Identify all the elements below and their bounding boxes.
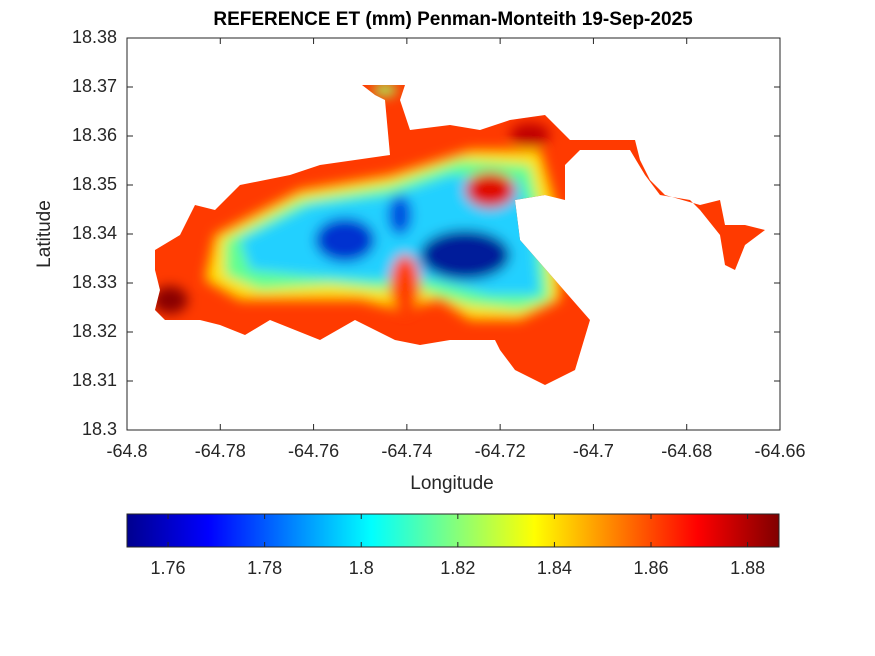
x-tick-label: -64.74 bbox=[381, 441, 432, 461]
y-tick-label: 18.32 bbox=[72, 321, 117, 341]
colorbar-tick-label: 1.88 bbox=[730, 558, 765, 578]
x-tick-label: -64.66 bbox=[754, 441, 805, 461]
colorbar-tick-label: 1.86 bbox=[633, 558, 668, 578]
colorbar-tick-label: 1.76 bbox=[151, 558, 186, 578]
x-tick-label: -64.78 bbox=[195, 441, 246, 461]
colorbar-tick-label: 1.78 bbox=[247, 558, 282, 578]
y-tick-label: 18.37 bbox=[72, 76, 117, 96]
chart-title: REFERENCE ET (mm) Penman-Monteith 19-Sep… bbox=[213, 9, 693, 30]
colorbar-tick-label: 1.8 bbox=[349, 558, 374, 578]
colorbar-tick-label: 1.84 bbox=[537, 558, 572, 578]
x-tick-label: -64.68 bbox=[661, 441, 712, 461]
y-tick-label: 18.38 bbox=[72, 27, 117, 47]
y-axis-label: Latitude bbox=[34, 200, 55, 268]
y-tick-label: 18.34 bbox=[72, 223, 117, 243]
x-axis-label: Longitude bbox=[410, 473, 493, 494]
x-tick-label: -64.72 bbox=[475, 441, 526, 461]
y-tick-label: 18.3 bbox=[82, 419, 117, 439]
y-tick-label: 18.36 bbox=[72, 125, 117, 145]
colorbar-tick-label: 1.82 bbox=[440, 558, 475, 578]
x-tick-label: -64.7 bbox=[573, 441, 614, 461]
y-tick-label: 18.33 bbox=[72, 272, 117, 292]
x-tick-label: -64.76 bbox=[288, 441, 339, 461]
y-tick-label: 18.35 bbox=[72, 174, 117, 194]
colorbar bbox=[126, 513, 780, 548]
x-tick-label: -64.8 bbox=[106, 441, 147, 461]
y-tick-label: 18.31 bbox=[72, 370, 117, 390]
